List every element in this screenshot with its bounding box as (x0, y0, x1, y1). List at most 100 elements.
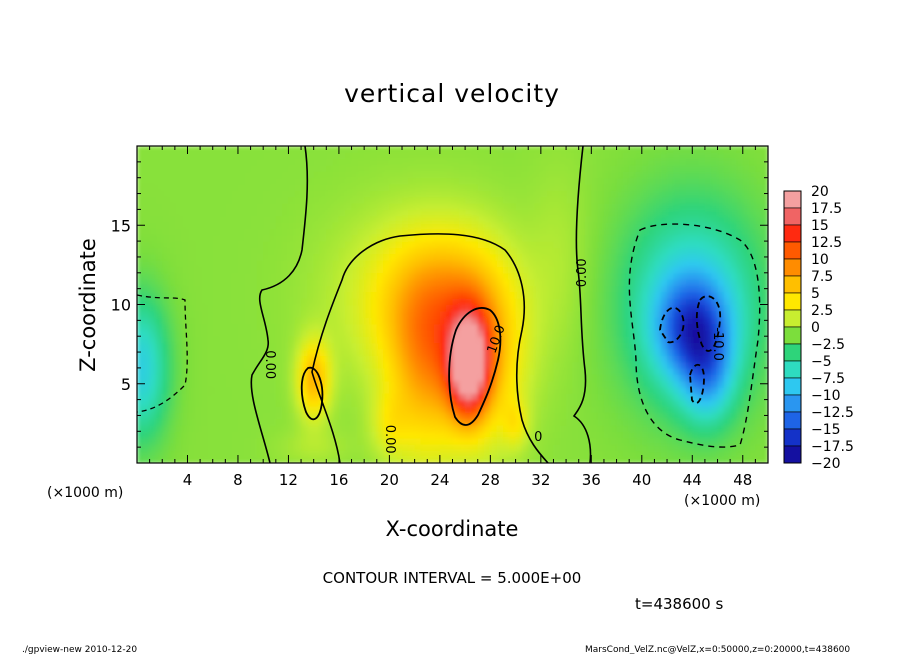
heatmap-cell (168, 247, 176, 255)
heatmap-cell (553, 247, 561, 255)
heatmap-cell (326, 456, 334, 463)
heatmap-cell (711, 234, 719, 242)
heatmap-cell (149, 285, 157, 293)
heatmap-cell (319, 336, 327, 344)
heatmap-cell (635, 310, 643, 318)
heatmap-cell (685, 285, 693, 293)
heatmap-cell (275, 380, 283, 388)
heatmap-cell (679, 177, 687, 185)
heatmap-cell (648, 228, 656, 236)
heatmap-cell (458, 234, 466, 242)
heatmap-cell (269, 241, 277, 249)
heatmap-cell (370, 317, 378, 325)
heatmap-cell (200, 152, 208, 160)
heatmap-cell (237, 260, 245, 268)
heatmap-cell (711, 272, 719, 280)
heatmap-cell (622, 196, 630, 204)
heatmap-cell (629, 412, 637, 420)
heatmap-cell (585, 272, 592, 280)
heatmap-cell (736, 405, 744, 413)
heatmap-cell (439, 310, 447, 318)
heatmap-cell (572, 405, 580, 413)
heatmap-cell (408, 184, 416, 191)
heatmap-cell (742, 260, 750, 268)
heatmap-cell (685, 310, 693, 318)
heatmap-cell (155, 184, 163, 191)
heatmap-cell (206, 437, 214, 445)
heatmap-cell (364, 298, 372, 306)
heatmap-cell (351, 222, 359, 230)
heatmap-cell (635, 158, 643, 166)
heatmap-cell (629, 190, 637, 198)
heatmap-cell (294, 279, 302, 287)
heatmap-cell (338, 215, 346, 223)
heatmap-cell (679, 241, 687, 249)
heatmap-cell (351, 196, 359, 204)
heatmap-cell (572, 272, 580, 280)
heatmap-cell (603, 228, 611, 236)
heatmap-cell (578, 424, 586, 432)
heatmap-cell (389, 418, 397, 426)
heatmap-cell (496, 450, 504, 458)
heatmap-cell (490, 380, 498, 388)
heatmap-cell (168, 342, 176, 350)
heatmap-cell (225, 355, 233, 363)
heatmap-cell (566, 355, 573, 363)
heatmap-cell (420, 418, 428, 426)
heatmap-cell (641, 247, 649, 255)
heatmap-cell (357, 329, 365, 337)
heatmap-cell (742, 266, 750, 274)
heatmap-cell (591, 443, 599, 451)
heatmap-cell (439, 361, 447, 369)
heatmap-cell (244, 367, 252, 375)
heatmap-cell (168, 323, 176, 331)
heatmap-cell (723, 418, 731, 426)
heatmap-cell (250, 215, 258, 223)
heatmap-cell (370, 266, 378, 274)
heatmap-cell (389, 291, 397, 299)
heatmap-cell (206, 412, 214, 420)
heatmap-cell (515, 317, 523, 325)
heatmap-cell (206, 260, 214, 268)
heatmap-cell (446, 348, 454, 356)
heatmap-cell (231, 177, 239, 185)
heatmap-cell (181, 418, 189, 426)
heatmap-cell (509, 450, 517, 458)
heatmap-cell (730, 418, 738, 426)
heatmap-cell (250, 253, 258, 261)
heatmap-cell (515, 329, 523, 337)
heatmap-cell (263, 266, 271, 274)
heatmap-cell (585, 456, 592, 463)
heatmap-cell (471, 450, 479, 458)
heatmap-cell (402, 260, 409, 268)
heatmap-cell (294, 367, 302, 375)
heatmap-cell (465, 399, 473, 407)
heatmap-cell (723, 367, 731, 375)
heatmap-cell (137, 355, 144, 363)
heatmap-cell (168, 260, 176, 268)
heatmap-cell (244, 348, 252, 356)
heatmap-cell (402, 171, 409, 179)
heatmap-cell (603, 380, 611, 388)
heatmap-cell (143, 298, 151, 306)
heatmap-cell (326, 298, 334, 306)
heatmap-cell (477, 355, 485, 363)
heatmap-cell (149, 222, 157, 230)
heatmap-cell (338, 260, 346, 268)
heatmap-cell (761, 393, 768, 401)
heatmap-cell (187, 342, 195, 350)
heatmap-cell (200, 215, 208, 223)
heatmap-cell (206, 247, 214, 255)
heatmap-cell (597, 380, 605, 388)
heatmap-cell (446, 234, 454, 242)
heatmap-cell (319, 190, 327, 198)
heatmap-cell (345, 405, 353, 413)
heatmap-cell (509, 317, 517, 325)
heatmap-cell (736, 177, 744, 185)
heatmap-cell (357, 374, 365, 382)
heatmap-cell (616, 437, 624, 445)
heatmap-cell (149, 399, 157, 407)
heatmap-cell (761, 361, 768, 369)
heatmap-cell (427, 304, 435, 312)
heatmap-cell (282, 234, 290, 242)
